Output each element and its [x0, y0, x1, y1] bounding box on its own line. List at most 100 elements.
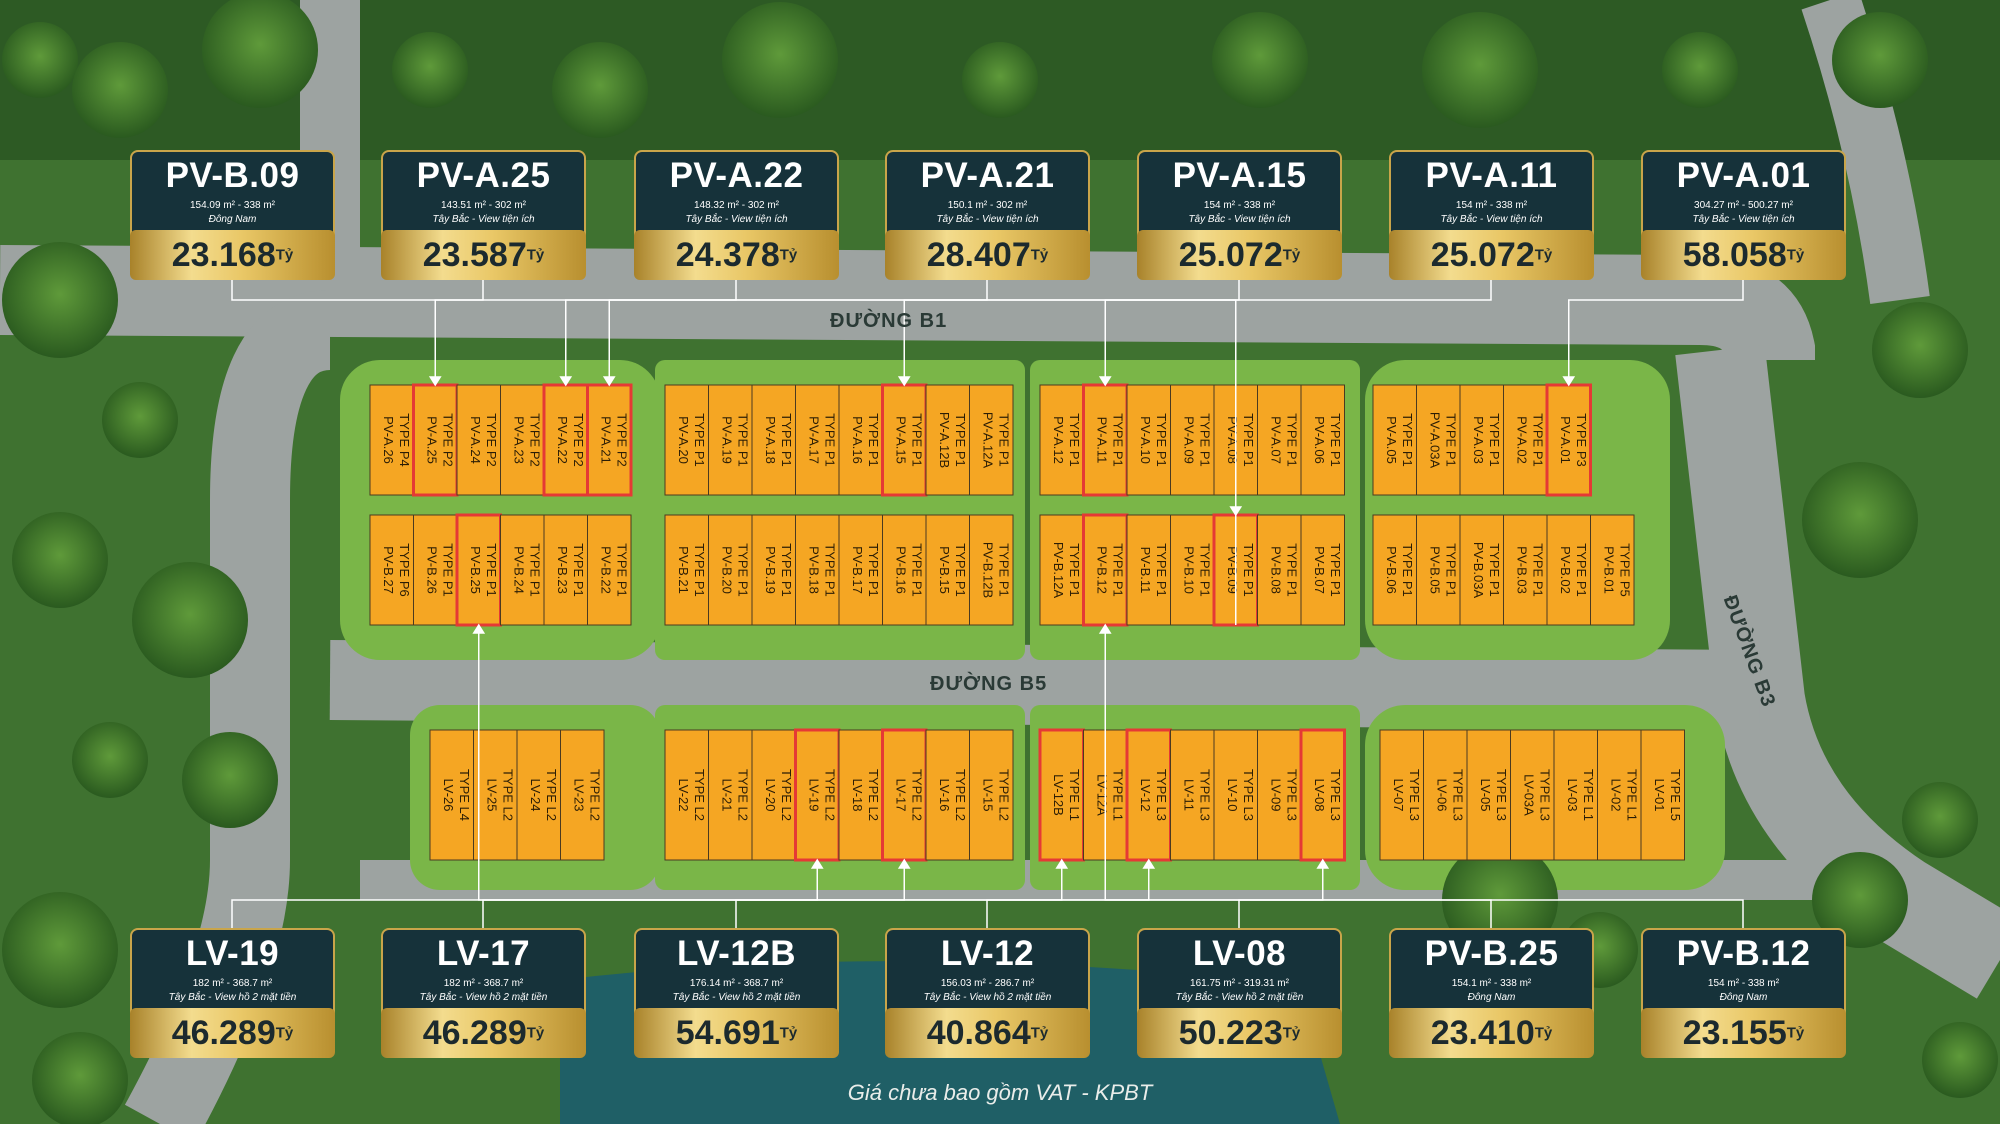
plot-lv-03[interactable]: LV-03 TYPE L1	[1553, 729, 1598, 861]
plot-pv-b-06[interactable]: PV-B.06 TYPE P1	[1372, 514, 1417, 626]
plot-pv-b-08[interactable]: PV-B.08 TYPE P1	[1257, 514, 1302, 626]
price-card-lv-19[interactable]: LV-19 182 m² - 368.7 m² Tây Bắc - View hồ …	[130, 928, 335, 1058]
price-card-lv-12[interactable]: LV-12 156.03 m² - 286.7 m² Tây Bắc - View …	[885, 928, 1090, 1058]
plot-pv-a-05[interactable]: PV-A.05 TYPE P1	[1372, 384, 1417, 496]
plot-pv-a-07[interactable]: PV-A.07 TYPE P1	[1257, 384, 1302, 496]
arrow-icon	[1229, 506, 1243, 517]
plot-pv-b-24[interactable]: PV-B.24 TYPE P1	[500, 514, 545, 626]
plot-lv-20[interactable]: LV-20 TYPE L2	[751, 729, 796, 861]
plot-lv-02[interactable]: LV-02 TYPE L1	[1597, 729, 1642, 861]
card-code: LV-12	[940, 934, 1035, 973]
price-card-lv-08[interactable]: LV-08 161.75 m² - 319.31 m² Tây Bắc - View…	[1137, 928, 1342, 1058]
price-card-lv-17[interactable]: LV-17 182 m² - 368.7 m² Tây Bắc - View hồ …	[381, 928, 586, 1058]
plot-lv-11[interactable]: LV-11 TYPE L3	[1170, 729, 1215, 861]
plot-pv-b-17[interactable]: PV-B.17 TYPE P1	[838, 514, 883, 626]
plot-lv-21[interactable]: LV-21 TYPE L2	[708, 729, 753, 861]
plot-lv-07[interactable]: LV-07 TYPE L3	[1379, 729, 1424, 861]
tree-icon	[392, 32, 468, 108]
price-card-pv-b-25[interactable]: PV-B.25 154.1 m² - 338 m² Đông Nam 23.410Tỷ	[1389, 928, 1594, 1058]
plot-pv-a-21[interactable]: PV-A.21 TYPE P2	[586, 383, 633, 497]
price-card-pv-a-21[interactable]: PV-A.21 150.1 m² - 302 m² Tây Bắc - View t…	[885, 150, 1090, 280]
card-price-value: 46.289	[171, 1014, 276, 1052]
plot-pv-a-24[interactable]: PV-A.24 TYPE P2	[456, 384, 501, 496]
connector-line	[434, 280, 484, 385]
plot-pv-a-10[interactable]: PV-A.10 TYPE P1	[1126, 384, 1171, 496]
plot-pv-a-02[interactable]: PV-A.02 TYPE P1	[1503, 384, 1548, 496]
plot-lv-24[interactable]: LV-24 TYPE L2	[516, 729, 561, 861]
plot-pv-a-25[interactable]: PV-A.25 TYPE P2	[412, 383, 459, 497]
plot-pv-b-15[interactable]: PV-B.15 TYPE P1	[925, 514, 970, 626]
plot-pv-b-22[interactable]: PV-B.22 TYPE P1	[587, 514, 632, 626]
plot-lv-19[interactable]: LV-19 TYPE L2	[794, 728, 841, 862]
plot-pv-b-26[interactable]: PV-B.26 TYPE P1	[413, 514, 458, 626]
plot-lv-09[interactable]: LV-09 TYPE L3	[1257, 729, 1302, 861]
plot-pv-b-18[interactable]: PV-B.18 TYPE P1	[795, 514, 840, 626]
price-card-pv-b-12[interactable]: PV-B.12 154 m² - 338 m² Đông Nam 23.155Tỷ	[1641, 928, 1846, 1058]
price-card-pv-a-01[interactable]: PV-A.01 304.27 m² - 500.27 m² Tây Bắc - Vi…	[1641, 150, 1846, 280]
plot-lv-06[interactable]: LV-06 TYPE L3	[1423, 729, 1468, 861]
plot-pv-b-11[interactable]: PV-B.11 TYPE P1	[1126, 514, 1171, 626]
plot-pv-a-12a[interactable]: PV-A.12A TYPE P1	[969, 384, 1014, 496]
plot-pv-a-16[interactable]: PV-A.16 TYPE P1	[838, 384, 883, 496]
plot-name: PV-B.21	[676, 546, 691, 594]
price-card-pv-a-22[interactable]: PV-A.22 148.32 m² - 302 m² Tây Bắc - View …	[634, 150, 839, 280]
plot-pv-a-11[interactable]: PV-A.11 TYPE P1	[1082, 383, 1129, 497]
plot-pv-a-01[interactable]: PV-A.01 TYPE P3	[1545, 383, 1592, 497]
plot-pv-a-03[interactable]: PV-A.03 TYPE P1	[1459, 384, 1504, 496]
plot-pv-b-02[interactable]: PV-B.02 TYPE P1	[1546, 514, 1591, 626]
plot-lv-10[interactable]: LV-10 TYPE L3	[1213, 729, 1258, 861]
plot-lv-08[interactable]: LV-08 TYPE L3	[1299, 728, 1346, 862]
price-card-pv-a-11[interactable]: PV-A.11 154 m² - 338 m² Tây Bắc - View tiệ…	[1389, 150, 1594, 280]
plot-lv-26[interactable]: LV-26 TYPE L4	[429, 729, 474, 861]
plot-lv-12b[interactable]: LV-12B TYPE L1	[1038, 728, 1085, 862]
plot-lv-01[interactable]: LV-01 TYPE L5	[1640, 729, 1685, 861]
plot-lv-18[interactable]: LV-18 TYPE L2	[838, 729, 883, 861]
plot-lv-23[interactable]: LV-23 TYPE L2	[560, 729, 605, 861]
price-card-pv-b-09[interactable]: PV-B.09 154.09 m² - 338 m² Đông Nam 23.168T…	[130, 150, 335, 280]
plot-pv-a-23[interactable]: PV-A.23 TYPE P2	[500, 384, 545, 496]
plot-pv-a-17[interactable]: PV-A.17 TYPE P1	[795, 384, 840, 496]
price-card-pv-a-15[interactable]: PV-A.15 154 m² - 338 m² Tây Bắc - View tiệ…	[1137, 150, 1342, 280]
plot-pv-b-16[interactable]: PV-B.16 TYPE P1	[882, 514, 927, 626]
plot-pv-b-10[interactable]: PV-B.10 TYPE P1	[1170, 514, 1215, 626]
plot-pv-b-12b[interactable]: PV-B.12B TYPE P1	[969, 514, 1014, 626]
plot-pv-b-12[interactable]: PV-B.12 TYPE P1	[1082, 513, 1129, 627]
plot-lv-03a[interactable]: LV-03A TYPE L3	[1510, 729, 1555, 861]
price-card-lv-12b[interactable]: LV-12B 176.14 m² - 368.7 m² Tây Bắc - View…	[634, 928, 839, 1058]
plot-pv-a-06[interactable]: PV-A.06 TYPE P1	[1300, 384, 1345, 496]
plot-pv-a-03a[interactable]: PV-A.03A TYPE P1	[1416, 384, 1461, 496]
plot-pv-b-19[interactable]: PV-B.19 TYPE P1	[751, 514, 796, 626]
plot-pv-a-26[interactable]: PV-A.26 TYPE P4	[369, 384, 414, 496]
plot-pv-a-09[interactable]: PV-A.09 TYPE P1	[1170, 384, 1215, 496]
plot-pv-a-22[interactable]: PV-A.22 TYPE P2	[542, 383, 589, 497]
price-card-pv-a-25[interactable]: PV-A.25 143.51 m² - 302 m² Tây Bắc - View …	[381, 150, 586, 280]
plot-pv-b-05[interactable]: PV-B.05 TYPE P1	[1416, 514, 1461, 626]
plot-lv-12[interactable]: LV-12 TYPE L3	[1125, 728, 1172, 862]
plot-pv-b-23[interactable]: PV-B.23 TYPE P1	[543, 514, 588, 626]
plot-lv-15[interactable]: LV-15 TYPE L2	[969, 729, 1014, 861]
plot-lv-25[interactable]: LV-25 TYPE L2	[473, 729, 518, 861]
plot-pv-b-07[interactable]: PV-B.07 TYPE P1	[1300, 514, 1345, 626]
plot-pv-b-25[interactable]: PV-B.25 TYPE P1	[455, 513, 502, 627]
plot-lv-17[interactable]: LV-17 TYPE L2	[881, 728, 928, 862]
card-price-unit: Tỷ	[1534, 1024, 1553, 1042]
plot-pv-a-12[interactable]: PV-A.12 TYPE P1	[1039, 384, 1084, 496]
plot-pv-b-03a[interactable]: PV-B.03A TYPE P1	[1459, 514, 1504, 626]
plot-pv-a-18[interactable]: PV-A.18 TYPE P1	[751, 384, 796, 496]
plot-type: TYPE L2	[544, 769, 559, 821]
plot-lv-22[interactable]: LV-22 TYPE L2	[664, 729, 709, 861]
plot-pv-a-19[interactable]: PV-A.19 TYPE P1	[708, 384, 753, 496]
plot-pv-a-15[interactable]: PV-A.15 TYPE P1	[881, 383, 928, 497]
plot-pv-a-12b[interactable]: PV-A.12B TYPE P1	[925, 384, 970, 496]
plot-pv-b-03[interactable]: PV-B.03 TYPE P1	[1503, 514, 1548, 626]
plot-lv-05[interactable]: LV-05 TYPE L3	[1466, 729, 1511, 861]
plot-pv-b-21[interactable]: PV-B.21 TYPE P1	[664, 514, 709, 626]
plot-pv-b-01[interactable]: PV-B.01 TYPE P5	[1590, 514, 1635, 626]
plot-pv-b-27[interactable]: PV-B.27 TYPE P6	[369, 514, 414, 626]
plot-pv-b-20[interactable]: PV-B.20 TYPE P1	[708, 514, 753, 626]
plot-name: PV-A.09	[1181, 416, 1196, 464]
plot-pv-a-20[interactable]: PV-A.20 TYPE P1	[664, 384, 709, 496]
plot-pv-b-12a[interactable]: PV-B.12A TYPE P1	[1039, 514, 1084, 626]
plot-lv-16[interactable]: LV-16 TYPE L2	[925, 729, 970, 861]
